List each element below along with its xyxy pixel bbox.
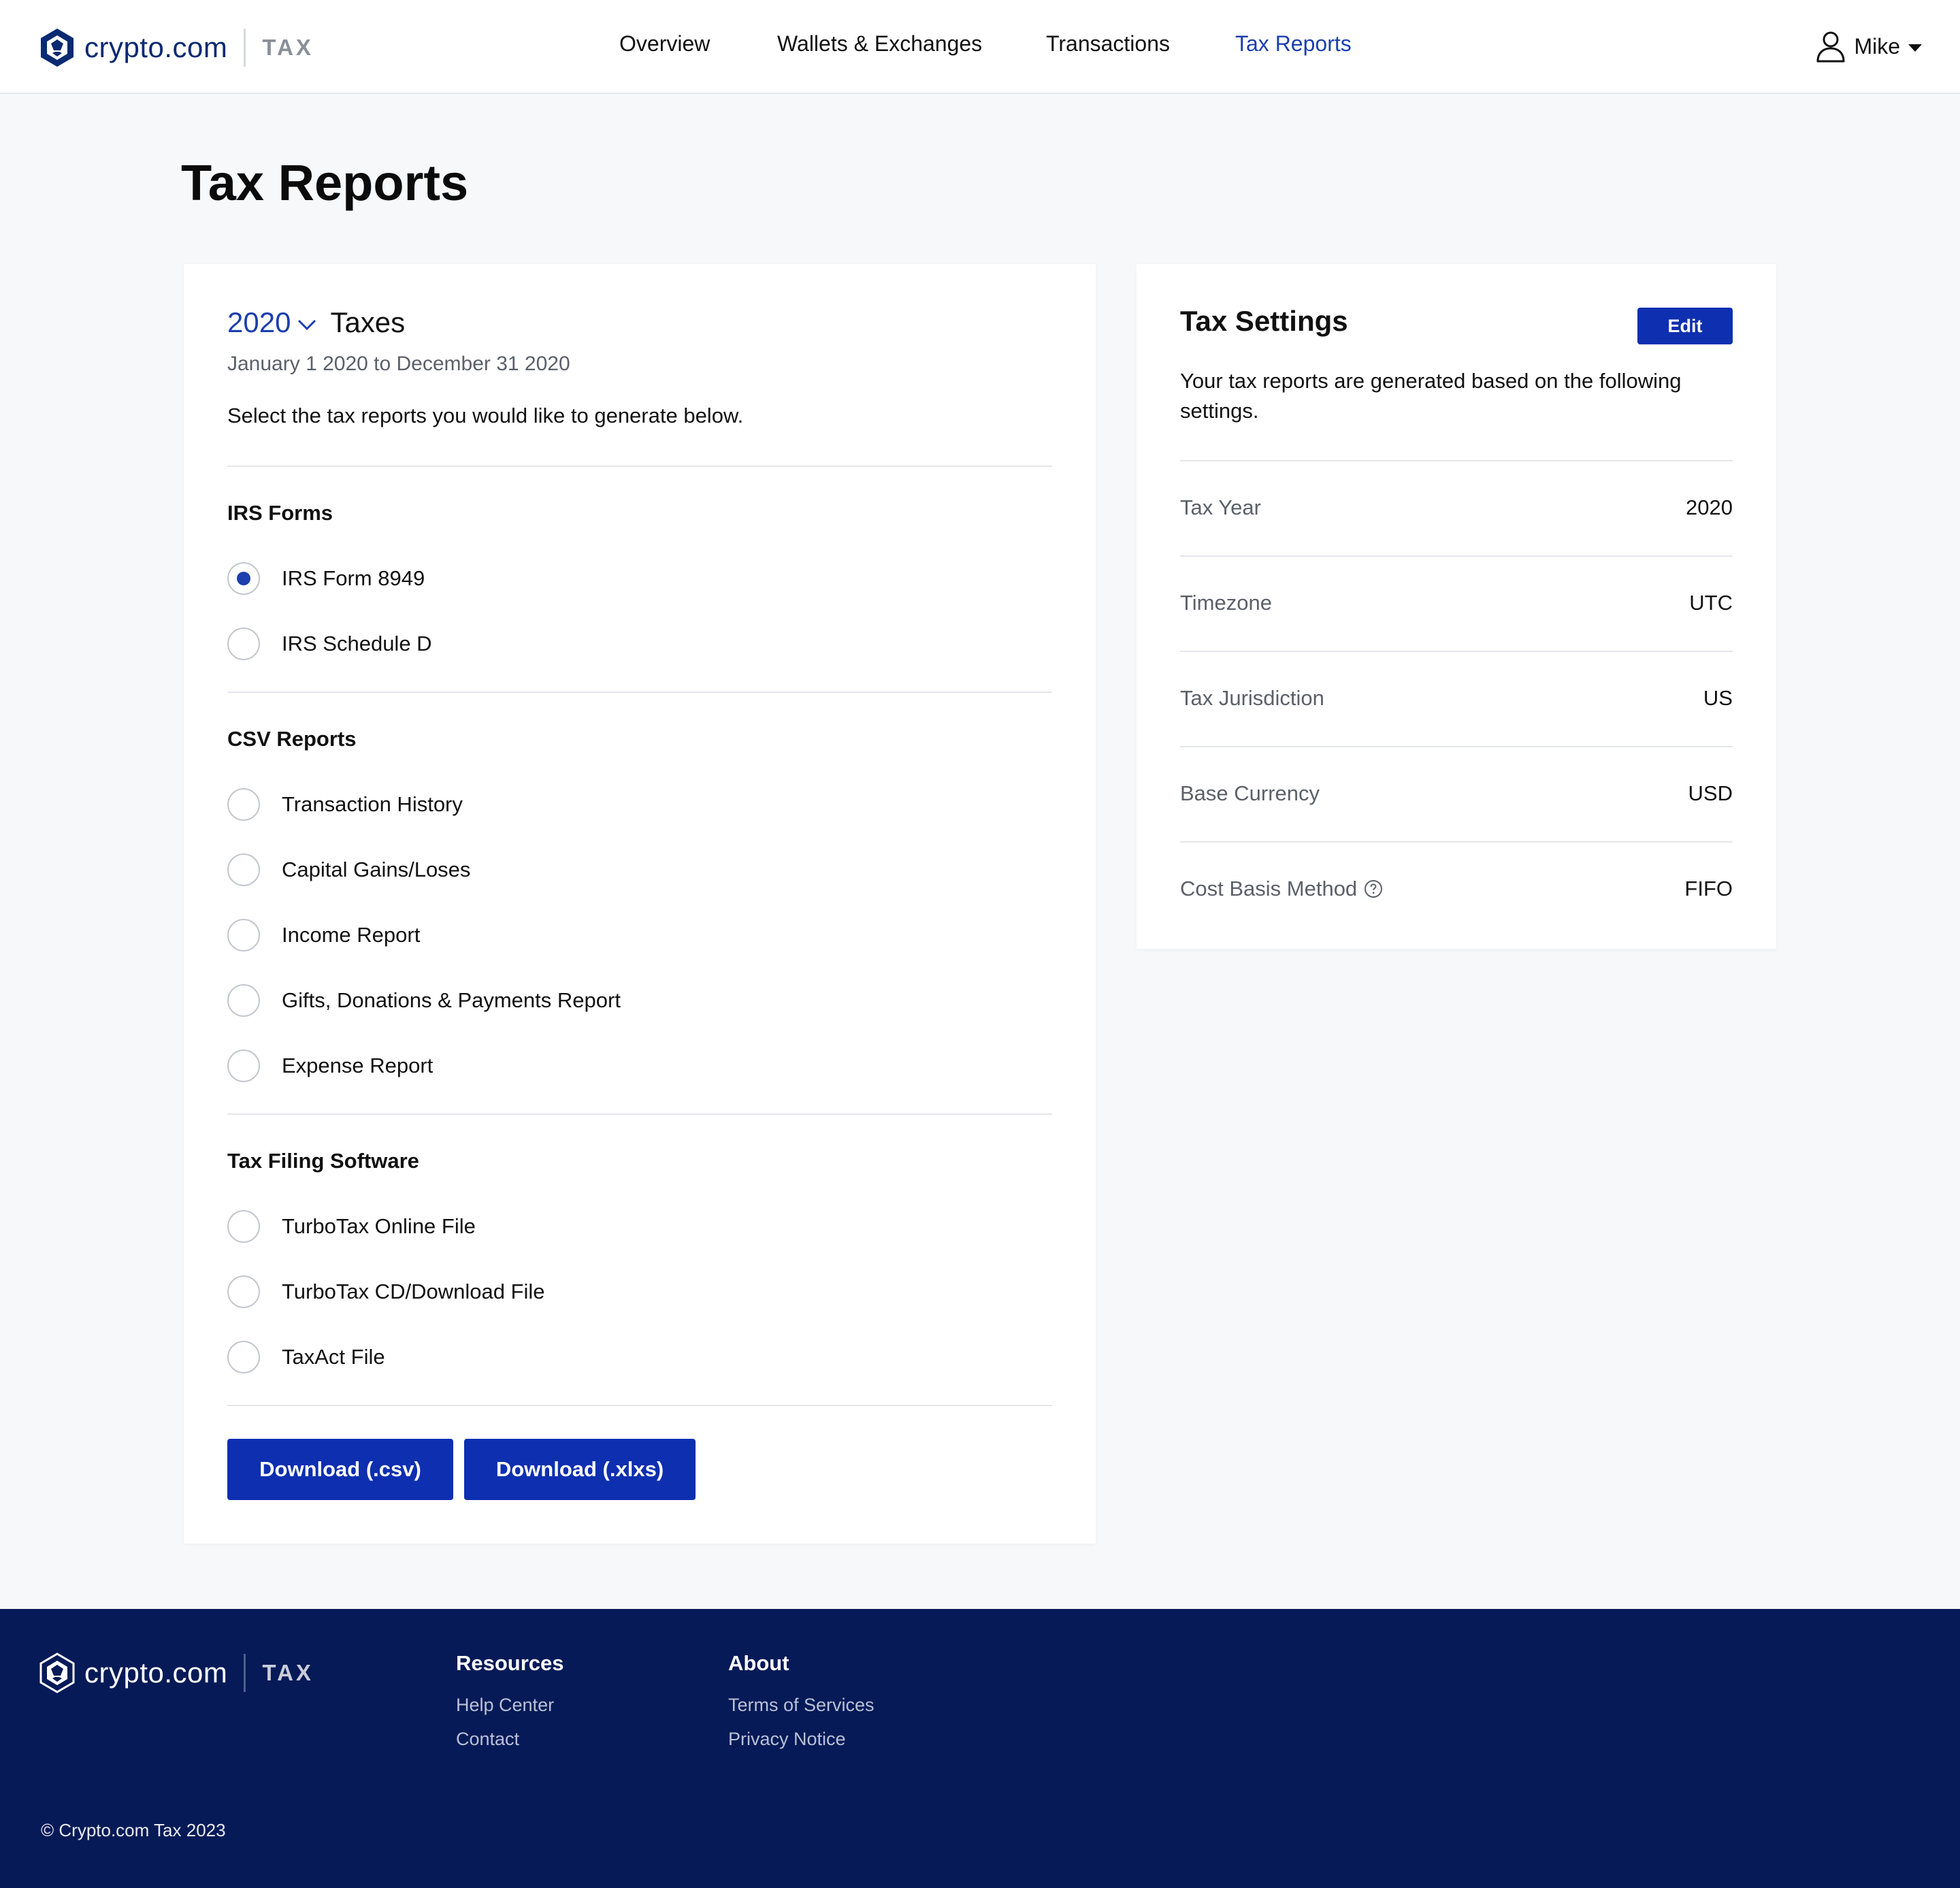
edit-settings-button[interactable]: Edit: [1637, 308, 1733, 344]
setting-value: FIFO: [1684, 877, 1733, 900]
tax-reports-card: 2020 Taxes January 1 2020 to December 31…: [184, 264, 1096, 1544]
option-capital-gains-loses[interactable]: Capital Gains/Loses: [227, 853, 470, 886]
option-income-report[interactable]: Income Report: [227, 919, 420, 951]
divider: [227, 691, 1052, 693]
tax-settings-card: Tax Settings Edit Your tax reports are g…: [1137, 264, 1776, 949]
setting-row-base-currency: Base Currency USD: [1180, 746, 1733, 841]
user-menu[interactable]: Mike: [1816, 30, 1922, 63]
radio-button[interactable]: [227, 853, 260, 886]
radio-button[interactable]: [227, 1341, 260, 1373]
radio-button-checked[interactable]: [227, 562, 260, 595]
year-value: 2020: [227, 306, 291, 338]
option-gifts-donations-payments[interactable]: Gifts, Donations & Payments Report: [227, 984, 621, 1017]
option-label: TurboTax Online File: [282, 1214, 476, 1238]
option-label: IRS Schedule D: [282, 632, 432, 655]
option-turbotax-online[interactable]: TurboTax Online File: [227, 1210, 476, 1243]
setting-value: 2020: [1686, 495, 1733, 519]
crypto-logo-icon: [39, 1653, 75, 1693]
option-irs-schedule-d[interactable]: IRS Schedule D: [227, 628, 432, 660]
footer-link-contact[interactable]: Contact: [456, 1729, 520, 1749]
setting-key: Base Currency: [1180, 781, 1320, 805]
nav-transactions[interactable]: Transactions: [1046, 31, 1170, 56]
option-expense-report[interactable]: Expense Report: [227, 1049, 433, 1082]
footer: crypto.com TAX Resources Help Center Con…: [0, 1609, 1960, 1888]
page-title: Tax Reports: [181, 154, 469, 211]
option-transaction-history[interactable]: Transaction History: [227, 788, 463, 821]
radio-button[interactable]: [227, 1275, 260, 1308]
download-xlsx-button[interactable]: Download (.xlxs): [464, 1439, 696, 1500]
radio-dot: [237, 572, 250, 585]
radio-button[interactable]: [227, 1210, 260, 1243]
year-title-suffix: Taxes: [330, 306, 406, 338]
option-taxact-file[interactable]: TaxAct File: [227, 1341, 385, 1373]
option-label: IRS Form 8949: [282, 566, 425, 590]
nav-wallets-exchanges[interactable]: Wallets & Exchanges: [777, 31, 983, 56]
footer-resources-title: Resources: [456, 1651, 564, 1675]
year-header: 2020 Taxes: [227, 306, 405, 339]
date-range: January 1 2020 to December 31 2020: [227, 353, 570, 375]
copyright: © Crypto.com Tax 2023: [41, 1820, 226, 1840]
intro-text: Select the tax reports you would like to…: [227, 404, 744, 427]
setting-value: UTC: [1689, 591, 1733, 615]
footer-link-terms[interactable]: Terms of Services: [728, 1695, 875, 1715]
user-name: Mike: [1854, 33, 1900, 59]
brand-product: TAX: [262, 35, 314, 60]
radio-button[interactable]: [227, 984, 260, 1017]
setting-key-with-help: Cost Basis Method: [1180, 877, 1383, 901]
section-title-irs-forms: IRS Forms: [227, 501, 333, 525]
user-icon: [1816, 31, 1845, 63]
chevron-down-icon: [298, 319, 316, 331]
radio-button[interactable]: [227, 1049, 260, 1082]
setting-value: US: [1703, 686, 1733, 710]
setting-key: Tax Year: [1180, 495, 1261, 519]
year-select[interactable]: 2020: [227, 306, 316, 339]
section-title-csv-reports: CSV Reports: [227, 727, 357, 751]
radio-button[interactable]: [227, 628, 260, 660]
setting-row-cost-basis-method: Cost Basis Method FIFO: [1180, 841, 1733, 937]
setting-value: USD: [1688, 781, 1733, 805]
option-label: Expense Report: [282, 1054, 434, 1077]
option-label: Capital Gains/Loses: [282, 858, 471, 881]
option-label: Transaction History: [282, 792, 463, 816]
brand-name: crypto.com: [84, 1657, 228, 1689]
help-circle-icon[interactable]: [1364, 879, 1383, 898]
setting-key: Timezone: [1180, 591, 1272, 615]
setting-row-tax-year: Tax Year 2020: [1180, 460, 1733, 555]
footer-about-title: About: [728, 1651, 789, 1675]
option-label: Gifts, Donations & Payments Report: [282, 988, 621, 1012]
nav-tax-reports[interactable]: Tax Reports: [1235, 31, 1352, 56]
brand-name: crypto.com: [84, 31, 228, 63]
download-csv-button[interactable]: Download (.csv): [227, 1439, 453, 1500]
setting-row-timezone: Timezone UTC: [1180, 555, 1733, 651]
caret-down-icon: [1908, 44, 1922, 52]
logo-divider: [244, 29, 246, 67]
setting-key: Cost Basis Method: [1180, 877, 1358, 900]
radio-button[interactable]: [227, 788, 260, 821]
brand-logo[interactable]: crypto.com TAX: [39, 27, 314, 68]
option-label: TurboTax CD/Download File: [282, 1280, 545, 1303]
crypto-logo-icon: [41, 29, 74, 67]
divider: [227, 1405, 1052, 1406]
tax-settings-title: Tax Settings: [1180, 305, 1348, 337]
section-title-tax-filing-software: Tax Filing Software: [227, 1149, 419, 1173]
tax-settings-description: Your tax reports are generated based on …: [1180, 369, 1682, 423]
option-label: Income Report: [282, 923, 421, 947]
nav-overview[interactable]: Overview: [619, 31, 710, 56]
divider: [227, 1113, 1052, 1115]
setting-row-tax-jurisdiction: Tax Jurisdiction US: [1180, 651, 1733, 746]
radio-button[interactable]: [227, 919, 260, 951]
option-irs-form-8949[interactable]: IRS Form 8949: [227, 562, 425, 595]
option-label: TaxAct File: [282, 1345, 385, 1369]
option-turbotax-cd-download[interactable]: TurboTax CD/Download File: [227, 1275, 545, 1308]
footer-brand-logo[interactable]: crypto.com TAX: [39, 1653, 314, 1693]
divider: [227, 466, 1052, 467]
footer-link-privacy[interactable]: Privacy Notice: [728, 1729, 846, 1749]
logo-divider: [244, 1654, 246, 1692]
brand-product: TAX: [262, 1660, 314, 1685]
setting-key: Tax Jurisdiction: [1180, 686, 1324, 710]
footer-link-help-center[interactable]: Help Center: [456, 1695, 555, 1715]
top-header: crypto.com TAX Overview Wallets & Exchan…: [0, 0, 1960, 94]
